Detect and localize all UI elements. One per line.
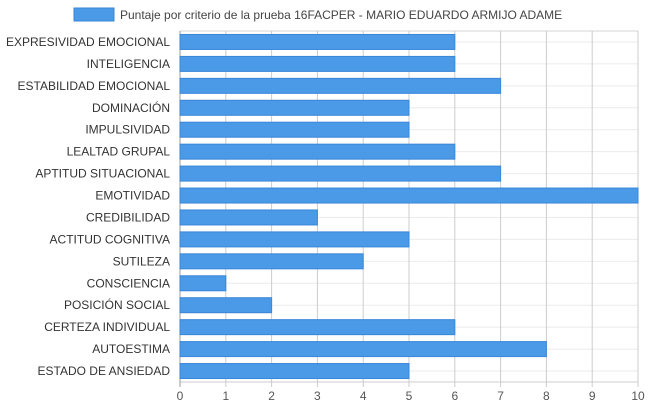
x-tick-label: 6	[451, 389, 458, 403]
bar[interactable]	[179, 143, 456, 160]
category-label: CERTEZA INDIVIDUAL	[44, 320, 170, 334]
bar[interactable]	[179, 55, 456, 72]
category-label: POSICIÓN SOCIAL	[64, 297, 170, 312]
category-labels: EXPRESIVIDAD EMOCIONAL INTELIGENCIA ESTABI…	[6, 35, 170, 378]
category-label: LEALTAD GRUPAL	[67, 145, 171, 159]
category-label: EMOTIVIDAD	[95, 189, 170, 203]
category-label: INTELIGENCIA	[87, 57, 170, 71]
bar[interactable]	[179, 253, 364, 270]
bar[interactable]	[179, 319, 456, 336]
bar[interactable]	[179, 209, 318, 226]
x-tick-label: 9	[589, 389, 596, 403]
category-label: ESTABILIDAD EMOCIONAL	[18, 79, 171, 93]
bar[interactable]	[179, 187, 639, 204]
x-tick-label: 2	[268, 389, 275, 403]
bar[interactable]	[179, 341, 547, 358]
category-label: ACTITUD COGNITIVA	[50, 232, 170, 246]
bar[interactable]	[179, 77, 502, 94]
x-tick-label: 3	[314, 389, 321, 403]
bars	[179, 33, 639, 380]
category-label: DOMINACIÓN	[92, 100, 170, 115]
legend-label[interactable]: Puntaje por criterio de la prueba 16FACP…	[120, 8, 562, 22]
category-label: EXPRESIVIDAD EMOCIONAL	[6, 35, 170, 49]
bar[interactable]	[179, 275, 227, 292]
bar[interactable]	[179, 99, 410, 116]
x-tick-label: 7	[497, 389, 504, 403]
bar[interactable]	[179, 33, 456, 50]
bar[interactable]	[179, 297, 273, 314]
category-label: SUTILEZA	[113, 254, 170, 268]
x-tick-label: 1	[222, 389, 229, 403]
bar[interactable]	[179, 165, 502, 182]
x-tick-label: 0	[177, 389, 184, 403]
category-label: CONSCIENCIA	[87, 276, 170, 290]
x-tick-labels: 0 1 2 3 4 5 6 7 8 9 10	[177, 389, 645, 403]
legend[interactable]: Puntaje por criterio de la prueba 16FACP…	[73, 7, 562, 22]
x-tick-label: 10	[631, 389, 645, 403]
category-label: ESTADO DE ANSIEDAD	[38, 364, 171, 378]
bar[interactable]	[179, 231, 410, 248]
x-tick-label: 8	[543, 389, 550, 403]
category-label: IMPULSIVIDAD	[85, 123, 170, 137]
bar[interactable]	[179, 121, 410, 138]
x-tick-label: 4	[360, 389, 367, 403]
bar[interactable]	[179, 363, 410, 380]
category-label: CREDIBILIDAD	[86, 210, 170, 224]
category-label: AUTOESTIMA	[92, 342, 170, 356]
x-tick-label: 5	[406, 389, 413, 403]
legend-swatch[interactable]	[73, 7, 115, 22]
category-label: APTITUD SITUACIONAL	[35, 167, 170, 181]
